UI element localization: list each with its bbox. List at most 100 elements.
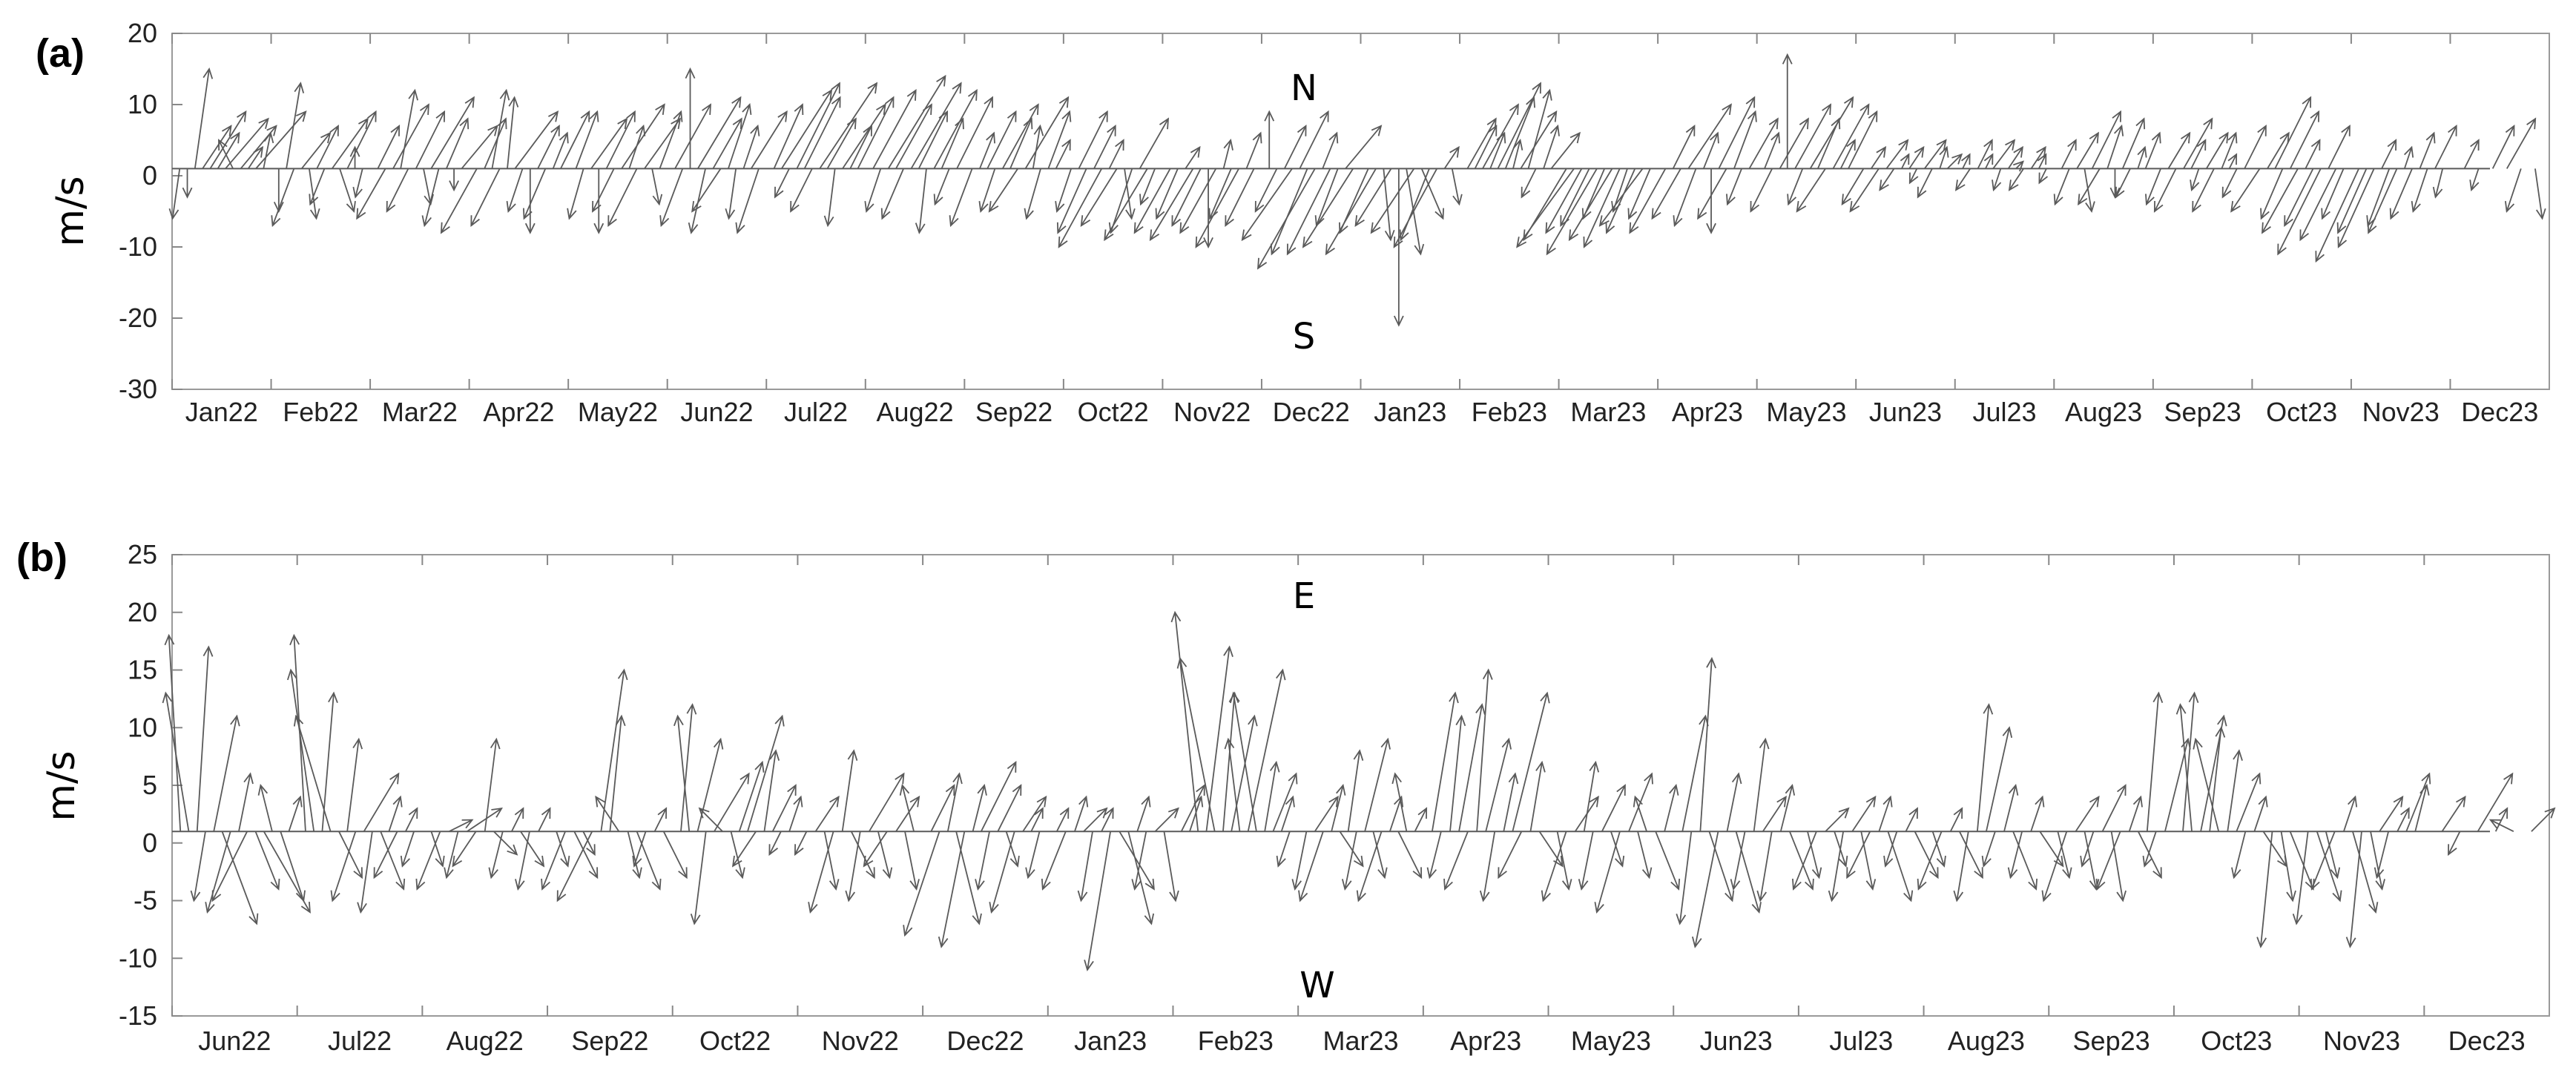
wind-vector-head bbox=[1615, 855, 1625, 868]
wind-vector-head bbox=[1104, 807, 1114, 819]
wind-vector-head bbox=[1981, 855, 1992, 868]
wind-vector-head bbox=[952, 772, 963, 785]
wind-vector bbox=[1027, 831, 1041, 878]
wind-vector bbox=[218, 139, 234, 169]
wind-vector bbox=[1664, 785, 1677, 832]
wind-vector-head bbox=[373, 867, 383, 879]
wind-vector bbox=[600, 670, 625, 832]
wind-vector bbox=[255, 111, 306, 169]
wind-vector bbox=[2325, 831, 2339, 878]
wind-vector bbox=[1087, 831, 1112, 970]
wind-vector-head bbox=[589, 110, 599, 122]
x-tick-label: Aug22 bbox=[877, 397, 954, 427]
wind-vector-head bbox=[977, 783, 987, 796]
wind-vector bbox=[2101, 785, 2127, 832]
wind-vector-head bbox=[243, 772, 254, 785]
x-tick-label: Dec23 bbox=[2461, 397, 2538, 427]
wind-vector bbox=[1443, 147, 1460, 169]
wind-vector-head bbox=[1908, 172, 1919, 185]
wind-vector-head bbox=[1320, 110, 1329, 122]
wind-vector-head bbox=[1394, 795, 1404, 808]
wind-vector-head bbox=[1036, 795, 1047, 808]
wind-vector-head bbox=[1254, 200, 1265, 213]
wind-vector bbox=[1383, 168, 1391, 240]
wind-vector-head bbox=[1434, 208, 1445, 220]
wind-vector-head bbox=[1452, 194, 1463, 206]
wind-vector bbox=[1601, 785, 1626, 832]
wind-vector bbox=[1538, 831, 1564, 867]
wind-vector bbox=[2233, 831, 2247, 878]
wind-vector bbox=[1779, 118, 1809, 169]
wind-vector-head bbox=[2505, 124, 2515, 136]
wind-vector-head bbox=[988, 201, 999, 213]
wind-vector-head bbox=[1756, 890, 1768, 902]
wind-vector-head bbox=[1569, 131, 1581, 144]
wind-vector bbox=[1497, 82, 1541, 169]
wind-vector bbox=[1393, 168, 1438, 248]
wind-vector bbox=[2137, 147, 2146, 169]
wind-vector-head bbox=[2419, 783, 2430, 796]
wind-vector-head bbox=[846, 117, 857, 130]
wind-vector bbox=[1264, 762, 1277, 832]
wind-vector bbox=[1901, 154, 1910, 169]
wind-vector-head bbox=[1270, 243, 1280, 256]
wind-vector-head bbox=[1799, 117, 1809, 130]
wind-vector-head bbox=[1787, 194, 1797, 206]
x-tick-label: Sep23 bbox=[2164, 397, 2241, 427]
wind-vector bbox=[730, 831, 743, 878]
wind-vector bbox=[247, 147, 263, 169]
wind-vector-head bbox=[876, 103, 886, 115]
wind-vector-head bbox=[595, 795, 605, 808]
wind-vector bbox=[1992, 168, 2002, 191]
wind-vector-head bbox=[651, 878, 662, 891]
wind-vector bbox=[1171, 168, 1202, 226]
wind-vector-head bbox=[2192, 200, 2201, 213]
wind-vector bbox=[2441, 796, 2466, 832]
wind-vector-head bbox=[421, 215, 432, 228]
wind-vector-head bbox=[688, 222, 699, 234]
wind-vector-head bbox=[626, 110, 636, 122]
wind-vector-head bbox=[1509, 103, 1519, 116]
wind-vector bbox=[2146, 693, 2160, 832]
wind-vector bbox=[1242, 168, 1293, 240]
wind-vector-head bbox=[205, 902, 215, 914]
wind-vector-head bbox=[1730, 879, 1741, 891]
x-tick-label: May23 bbox=[1571, 1026, 1651, 1056]
wind-vector-head bbox=[1627, 208, 1638, 220]
wind-vector-head bbox=[2142, 855, 2152, 868]
x-tick-label: Oct23 bbox=[2266, 397, 2337, 427]
x-tick-label: Mar23 bbox=[1570, 397, 1646, 427]
wind-vector bbox=[781, 90, 832, 169]
wind-vector-head bbox=[1605, 222, 1615, 234]
wind-vector-head bbox=[1288, 772, 1298, 785]
wind-vector bbox=[827, 168, 836, 226]
wind-vector-head bbox=[1098, 110, 1108, 122]
wind-vector bbox=[1108, 139, 1124, 169]
wind-vector-head bbox=[352, 186, 363, 199]
wind-vector-head bbox=[863, 855, 874, 868]
wind-vector bbox=[2039, 831, 2064, 867]
wind-vector bbox=[842, 104, 886, 169]
wind-vector-head bbox=[1170, 610, 1182, 623]
wind-vector bbox=[1277, 831, 1291, 867]
wind-vector bbox=[1527, 90, 1551, 169]
wind-vector-head bbox=[945, 784, 955, 796]
wind-vector bbox=[1024, 96, 1069, 169]
wind-vector bbox=[2115, 168, 2131, 198]
wind-vector bbox=[2083, 168, 2092, 212]
wind-vector-head bbox=[777, 110, 788, 122]
wind-vector-head bbox=[395, 878, 406, 891]
wind-vector bbox=[2078, 168, 2101, 205]
wind-vector-head bbox=[1426, 867, 1437, 879]
wind-vector-head bbox=[2258, 795, 2268, 808]
wind-vector-head bbox=[742, 103, 752, 116]
wind-vector-head bbox=[732, 117, 742, 130]
wind-vector-head bbox=[1354, 215, 1365, 227]
wind-vector bbox=[461, 125, 498, 169]
wind-vector bbox=[2534, 168, 2543, 219]
wind-vector-head bbox=[1167, 807, 1179, 819]
wind-vector-head bbox=[1792, 878, 1802, 891]
wind-vector-head bbox=[822, 89, 833, 101]
x-tick-label: Dec22 bbox=[946, 1026, 1024, 1056]
wind-vector bbox=[750, 111, 788, 169]
